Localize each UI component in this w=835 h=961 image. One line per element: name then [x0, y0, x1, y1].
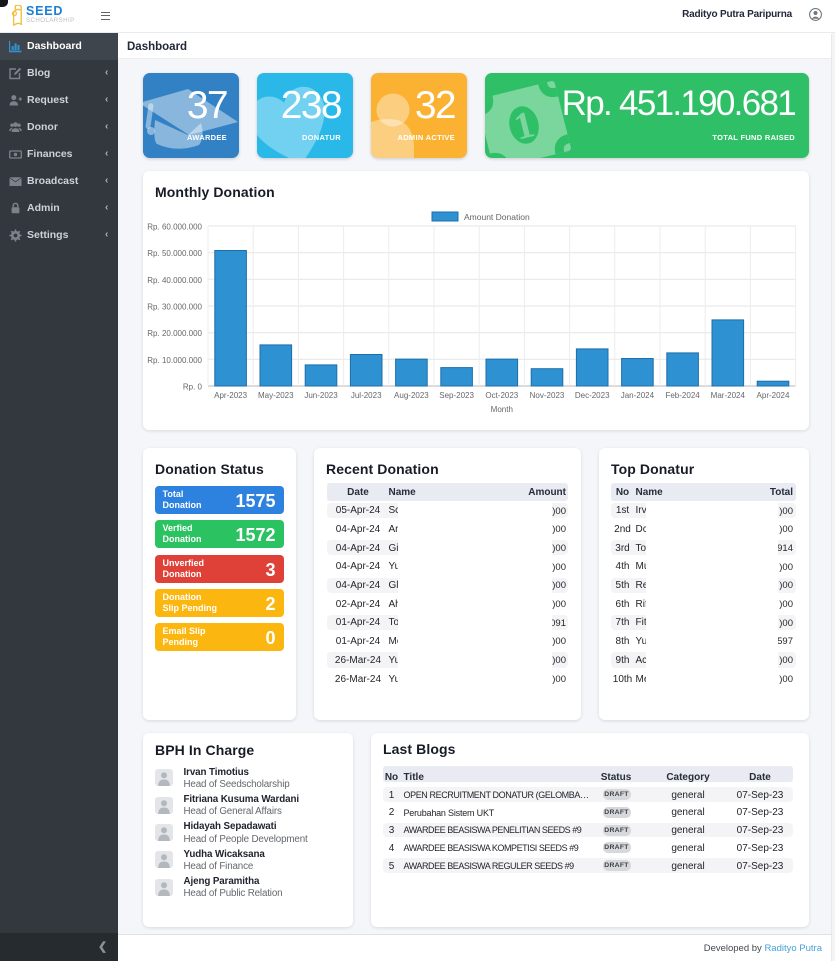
svg-text:Mar-2024: Mar-2024: [711, 391, 746, 400]
svg-text:Apr-2024: Apr-2024: [757, 391, 790, 400]
svg-text:Jul-2023: Jul-2023: [351, 391, 382, 400]
svg-text:Apr-2023: Apr-2023: [214, 391, 247, 400]
svg-text:Feb-2024: Feb-2024: [665, 391, 700, 400]
svg-text:Jun-2023: Jun-2023: [304, 391, 338, 400]
svg-text:Aug-2023: Aug-2023: [394, 391, 429, 400]
svg-text:Oct-2023: Oct-2023: [485, 391, 518, 400]
svg-text:Rp. 40.000.000: Rp. 40.000.000: [147, 276, 202, 285]
svg-text:May-2023: May-2023: [258, 391, 294, 400]
svg-text:Rp. 0: Rp. 0: [183, 383, 203, 392]
svg-text:Rp. 20.000.000: Rp. 20.000.000: [147, 329, 202, 338]
svg-text:Nov-2023: Nov-2023: [530, 391, 565, 400]
svg-text:Rp. 30.000.000: Rp. 30.000.000: [147, 303, 202, 312]
svg-text:Rp. 60.000.000: Rp. 60.000.000: [147, 223, 202, 232]
svg-text:Month: Month: [491, 405, 513, 414]
svg-text:Amount Donation: Amount Donation: [464, 212, 530, 222]
svg-text:Dec-2023: Dec-2023: [575, 391, 610, 400]
svg-text:Rp. 10.000.000: Rp. 10.000.000: [147, 356, 202, 365]
svg-text:Sep-2023: Sep-2023: [439, 391, 474, 400]
svg-text:Jan-2024: Jan-2024: [621, 391, 655, 400]
svg-text:Rp. 50.000.000: Rp. 50.000.000: [147, 249, 202, 258]
